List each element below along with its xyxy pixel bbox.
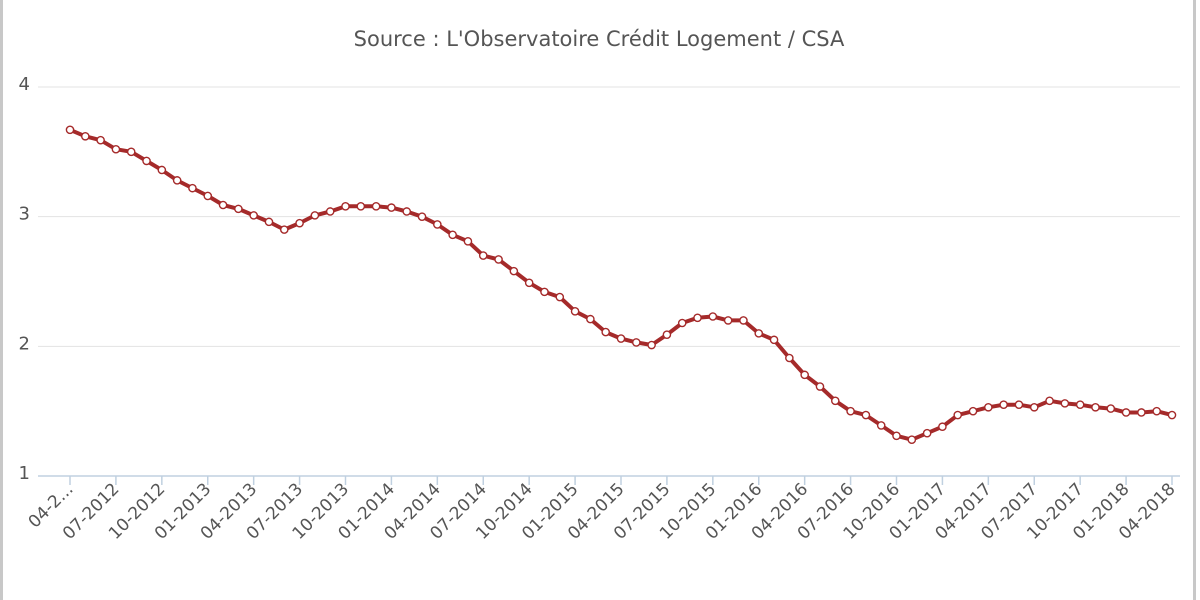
data-point[interactable] — [677, 318, 687, 328]
data-point[interactable] — [708, 312, 718, 321]
data-point[interactable] — [922, 428, 932, 438]
series-markers — [65, 125, 1177, 444]
data-point[interactable] — [81, 131, 90, 141]
data-point[interactable] — [448, 230, 457, 240]
data-point[interactable] — [356, 201, 366, 211]
data-point[interactable] — [1014, 400, 1024, 409]
data-point[interactable] — [632, 338, 641, 347]
data-point[interactable] — [999, 400, 1008, 409]
series-line — [68, 127, 1174, 442]
data-point[interactable] — [463, 237, 473, 246]
data-point[interactable] — [509, 266, 519, 276]
data-point[interactable] — [953, 410, 963, 420]
data-point[interactable] — [938, 422, 947, 432]
data-point[interactable] — [96, 135, 105, 145]
data-point[interactable] — [907, 435, 917, 444]
data-point[interactable] — [218, 200, 228, 210]
data-point[interactable] — [371, 201, 381, 211]
data-point[interactable] — [234, 204, 243, 214]
data-point[interactable] — [1091, 402, 1100, 412]
y-tick-label: 3 — [19, 204, 30, 225]
data-point[interactable] — [387, 203, 396, 212]
data-point[interactable] — [647, 340, 656, 350]
y-tick-label: 4 — [19, 74, 30, 95]
data-point[interactable] — [126, 147, 136, 157]
data-point[interactable] — [402, 207, 412, 216]
data-point[interactable] — [616, 334, 626, 343]
y-axis: 1 2 3 4 — [19, 74, 30, 484]
data-point[interactable] — [157, 165, 167, 175]
data-point[interactable] — [142, 156, 151, 166]
data-point[interactable] — [524, 278, 534, 288]
data-point[interactable] — [1121, 408, 1131, 417]
data-point[interactable] — [555, 292, 565, 302]
data-point[interactable] — [1029, 402, 1039, 412]
data-point[interactable] — [1075, 400, 1085, 409]
data-point[interactable] — [601, 327, 610, 337]
data-point[interactable] — [861, 410, 871, 420]
data-point[interactable] — [172, 176, 182, 185]
data-point[interactable] — [739, 316, 748, 325]
data-point[interactable] — [693, 313, 702, 323]
data-point[interactable] — [846, 406, 855, 416]
data-point[interactable] — [876, 421, 886, 430]
data-point[interactable] — [264, 217, 274, 227]
data-point[interactable] — [1137, 408, 1146, 417]
data-point[interactable] — [249, 211, 258, 220]
data-point[interactable] — [1106, 404, 1116, 413]
data-point[interactable] — [540, 287, 549, 297]
data-point[interactable] — [295, 218, 304, 228]
data-point[interactable] — [769, 335, 779, 345]
data-point[interactable] — [800, 370, 809, 380]
data-point[interactable] — [65, 125, 75, 135]
data-point[interactable] — [341, 201, 350, 211]
data-point[interactable] — [478, 251, 488, 260]
data-point[interactable] — [417, 212, 427, 221]
x-axis: 04-2...07-201210-201201-201304-201307-20… — [25, 475, 1180, 544]
y-tick-label: 1 — [19, 463, 30, 484]
data-point[interactable] — [662, 330, 672, 339]
data-point[interactable] — [433, 220, 442, 229]
data-point[interactable] — [188, 183, 197, 193]
data-point[interactable] — [984, 402, 993, 412]
data-point[interactable] — [892, 431, 901, 441]
data-point[interactable] — [111, 144, 121, 154]
data-point[interactable] — [754, 329, 764, 338]
grid-lines — [38, 86, 1180, 347]
chart-title: Source : L'Observatoire Crédit Logement … — [354, 27, 845, 51]
data-point[interactable] — [1045, 396, 1054, 406]
data-point[interactable] — [570, 307, 580, 316]
data-point[interactable] — [1167, 410, 1177, 420]
data-point[interactable] — [1152, 406, 1161, 416]
data-point[interactable] — [968, 406, 978, 416]
y-tick-label: 2 — [19, 333, 30, 354]
data-point[interactable] — [830, 396, 840, 406]
data-point[interactable] — [723, 316, 733, 325]
data-point[interactable] — [279, 225, 289, 234]
data-point[interactable] — [785, 353, 794, 363]
series-taux — [68, 127, 1174, 442]
data-point[interactable] — [325, 207, 335, 216]
data-point[interactable] — [586, 314, 595, 324]
data-point[interactable] — [203, 191, 213, 201]
data-point[interactable] — [1060, 399, 1070, 408]
data-point[interactable] — [494, 255, 503, 264]
data-point[interactable] — [815, 382, 825, 391]
data-point[interactable] — [310, 211, 320, 220]
